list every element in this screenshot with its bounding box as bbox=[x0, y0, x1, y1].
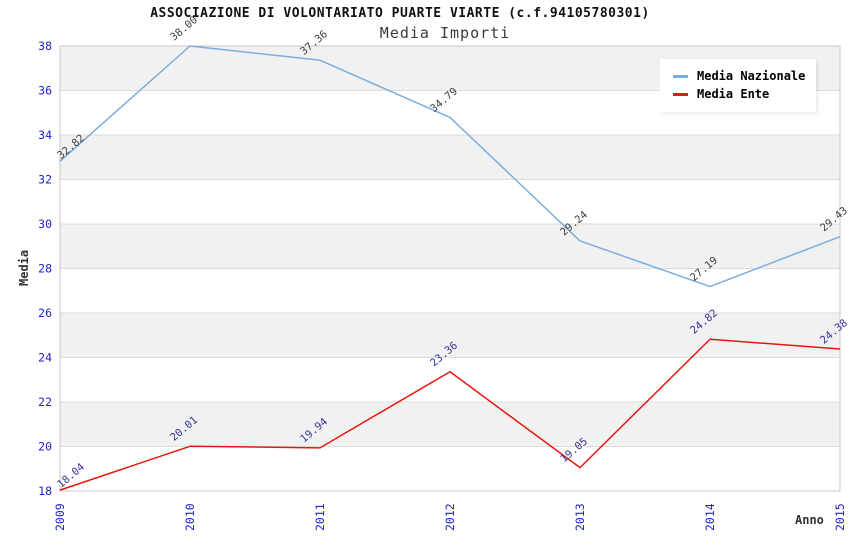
legend-swatch-ente-icon bbox=[673, 93, 688, 96]
grid-band bbox=[60, 446, 840, 491]
grid-band bbox=[60, 224, 840, 269]
x-tick-label: 2015 bbox=[833, 503, 847, 531]
y-tick-label: 22 bbox=[38, 395, 52, 409]
y-tick-label: 20 bbox=[38, 440, 52, 454]
y-tick-label: 28 bbox=[38, 262, 52, 276]
x-axis-title: Anno bbox=[795, 513, 824, 527]
y-tick-label: 18 bbox=[38, 484, 52, 498]
legend: Media Nazionale Media Ente bbox=[660, 59, 817, 112]
legend-item-nazionale: Media Nazionale bbox=[673, 69, 805, 84]
x-tick-label: 2014 bbox=[703, 503, 717, 531]
grid-band bbox=[60, 357, 840, 402]
legend-item-ente: Media Ente bbox=[673, 87, 805, 102]
grid-band bbox=[60, 268, 840, 313]
legend-label-ente: Media Ente bbox=[697, 87, 770, 101]
y-tick-label: 38 bbox=[38, 39, 52, 53]
y-tick-label: 32 bbox=[38, 173, 52, 187]
point-label: 38.00 bbox=[168, 14, 200, 44]
plot-border bbox=[59, 45, 841, 492]
y-tick-label: 24 bbox=[38, 351, 52, 365]
x-tick-label: 2009 bbox=[53, 503, 67, 531]
grid-band bbox=[60, 402, 840, 447]
x-tick-label: 2010 bbox=[183, 503, 197, 531]
y-tick-label: 36 bbox=[38, 84, 52, 98]
chart-subtitle: Media Importi bbox=[379, 24, 511, 42]
y-tick-label: 26 bbox=[38, 306, 52, 320]
grid-band bbox=[60, 313, 840, 358]
series-line-1 bbox=[59, 338, 841, 491]
grid-band bbox=[60, 135, 840, 180]
chart-title: ASSOCIAZIONE DI VOLONTARIATO PUARTE VIAR… bbox=[150, 6, 650, 21]
x-tick-label: 2013 bbox=[573, 503, 587, 531]
grid-band bbox=[60, 179, 840, 224]
y-tick-label: 30 bbox=[38, 217, 52, 231]
series-line-0 bbox=[59, 45, 841, 288]
y-tick-label: 34 bbox=[38, 128, 52, 142]
legend-label-nazionale: Media Nazionale bbox=[697, 69, 806, 83]
x-tick-label: 2011 bbox=[313, 503, 327, 531]
legend-swatch-nazionale-icon bbox=[673, 75, 688, 78]
x-tick-label: 2012 bbox=[443, 503, 457, 531]
